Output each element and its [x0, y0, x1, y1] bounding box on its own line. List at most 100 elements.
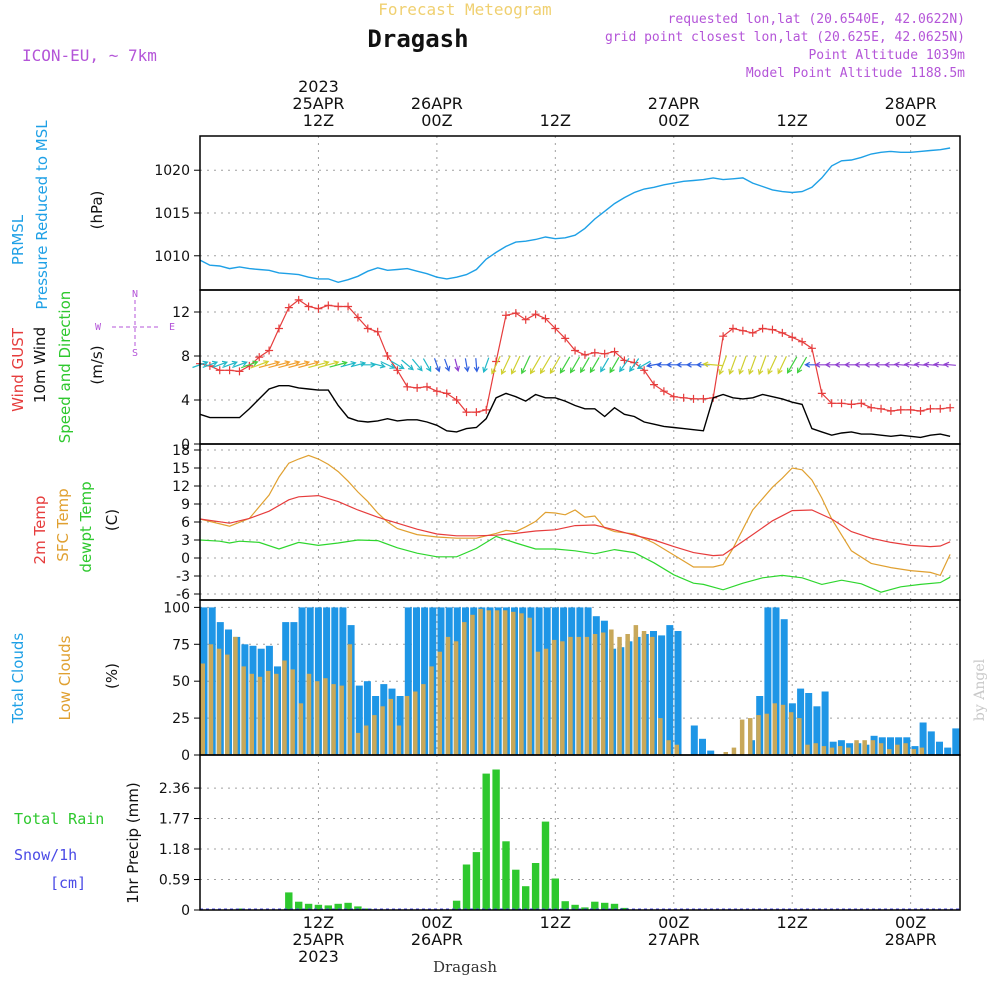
gust-marker	[758, 324, 767, 333]
low-cloud-bar	[829, 747, 835, 755]
wind-direction-arrow	[777, 355, 787, 375]
rain-bar	[531, 863, 540, 910]
wind-direction-arrow	[913, 361, 927, 368]
y-tick-label: 12	[172, 305, 190, 321]
gust-marker	[235, 367, 244, 376]
rain-bar	[462, 864, 471, 910]
grid-point-coords: grid point closest lon,lat (20.625E, 42.…	[605, 30, 965, 45]
gust-marker	[877, 404, 886, 413]
low-cloud-bar	[331, 684, 336, 755]
gust-marker	[284, 303, 293, 312]
low-cloud-bar	[380, 706, 385, 755]
location-title: Dragash	[367, 25, 468, 53]
low-cloud-bar	[821, 746, 827, 755]
gust-marker	[886, 407, 895, 415]
low-cloud-bar	[274, 673, 279, 755]
gust-marker	[373, 327, 382, 336]
gust-marker	[650, 380, 659, 389]
wind-direction-arrow	[241, 360, 259, 369]
low-cloud-bar	[437, 651, 442, 755]
gust-marker	[699, 394, 708, 403]
y-tick-label: 0	[181, 551, 190, 567]
wind-direction-arrow	[600, 357, 610, 373]
pressure-units: (hPa)	[88, 191, 106, 230]
total-cloud-bar	[821, 691, 829, 755]
time-label-bottom: 2023	[298, 947, 339, 966]
low-cloud-bar	[837, 746, 843, 755]
low-cloud-bar	[658, 718, 663, 755]
time-label-top: 25APR	[292, 94, 344, 113]
wind-dir-label: Speed and Direction	[56, 291, 74, 444]
gust-marker	[314, 304, 323, 313]
wind-direction-arrow	[559, 356, 571, 374]
gust-marker	[867, 403, 876, 412]
gust-marker	[482, 405, 491, 414]
total-cloud-bar	[339, 607, 347, 755]
precip-labels: Total Rain Snow/1h [cm] 1hr Precip (mm)	[14, 782, 142, 903]
wind-10m-line	[199, 385, 951, 439]
panel-frame	[199, 289, 961, 445]
low-cloud-bar	[494, 610, 500, 755]
gust-marker	[798, 337, 807, 346]
rain-bar	[472, 852, 481, 910]
gust-marker	[294, 295, 303, 304]
gust-marker	[847, 400, 856, 409]
sfc-temp-line	[199, 454, 951, 577]
time-label-top: 12Z	[303, 111, 334, 130]
wind-direction-arrow	[329, 360, 348, 368]
gust-marker	[748, 328, 757, 337]
wind-direction-arrow	[718, 355, 728, 376]
low-cloud-bar	[462, 622, 467, 755]
precip-panel: 0 0.59 1.18 1.77 2.36	[159, 754, 961, 919]
gust-marker	[719, 332, 728, 341]
wind-direction-arrow	[222, 360, 238, 368]
gust-marker	[265, 346, 274, 355]
wind-direction-arrow	[520, 356, 531, 375]
total-cloud-bar	[927, 731, 935, 755]
gust-marker	[669, 392, 678, 401]
low-cloud-bar	[551, 639, 557, 755]
gust-marker	[274, 324, 283, 333]
total-cloud-bar	[355, 685, 363, 755]
wind-direction-arrow	[308, 360, 330, 369]
low-cloud-bar	[355, 732, 361, 755]
rain-bar	[502, 841, 510, 910]
y-tick-label: 3	[181, 533, 190, 549]
y-tick-label: 15	[172, 461, 190, 477]
total-cloud-bar	[298, 607, 306, 755]
gust-marker	[590, 348, 599, 357]
total-cloud-bar	[780, 619, 788, 755]
gust-marker	[353, 313, 362, 322]
time-label-bottom: 28APR	[885, 930, 937, 949]
total-cloud-bar	[404, 607, 412, 755]
gust-marker	[225, 366, 234, 375]
rain-bar	[512, 869, 520, 910]
wind-direction-arrow	[278, 360, 301, 369]
gust-marker	[423, 382, 432, 391]
total-cloud-bar	[919, 722, 927, 755]
wind-direction-arrow	[702, 361, 723, 368]
wind-direction-arrow	[500, 355, 511, 376]
gust-marker	[778, 328, 787, 337]
low-cloud-bar	[257, 676, 263, 755]
temp-units: (C)	[103, 509, 121, 531]
rain-bar	[295, 901, 303, 910]
gust-marker	[610, 347, 619, 356]
wind-direction-arrow	[340, 361, 357, 368]
y-tick-label: 1010	[154, 249, 190, 265]
low-cloud-bar	[470, 614, 475, 755]
low-cloud-bar	[314, 681, 320, 755]
low-cloud-bar	[731, 747, 737, 755]
gust-marker	[788, 333, 797, 342]
rain-bar	[591, 901, 599, 910]
product-title: Forecast Meteogram	[378, 0, 551, 19]
wind-direction-arrow	[933, 361, 947, 368]
snow-units: [cm]	[50, 874, 86, 892]
low-cloud-bar	[797, 718, 802, 755]
y-tick-label: -6	[176, 587, 190, 603]
wind-direction-arrow	[748, 355, 757, 375]
credit-watermark: by Angel	[972, 658, 988, 721]
pressure-label-2: Pressure Reduced to MSL	[33, 120, 51, 310]
total-cloud-bar	[658, 635, 666, 755]
gust-marker	[531, 310, 540, 319]
